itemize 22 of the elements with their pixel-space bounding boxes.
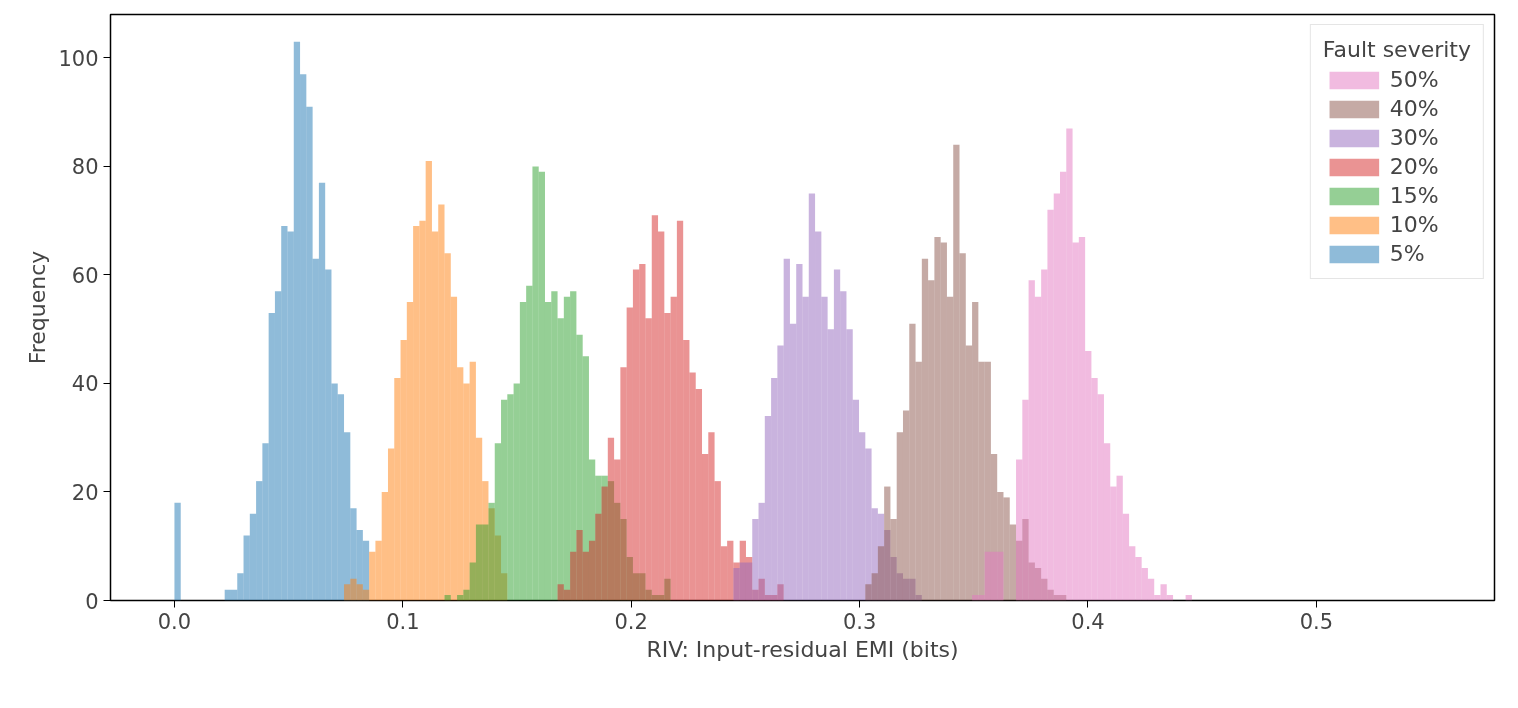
x-axis-title: RIV: Input-residual EMI (bits)	[646, 636, 959, 662]
y-axis-title: Frequency	[25, 250, 51, 365]
y-tick-label: 100	[58, 46, 99, 71]
y-tick-label: 60	[71, 263, 99, 288]
x-tick-label: 0.5	[1299, 609, 1334, 634]
y-tick-label: 0	[85, 589, 99, 614]
legend-label: 50%	[1389, 67, 1439, 92]
x-tick-label: 0.2	[614, 609, 648, 634]
legend-label: 10%	[1389, 212, 1439, 237]
legend-label: 30%	[1389, 125, 1439, 150]
y-tick-label: 80	[71, 155, 99, 180]
legend-label: 15%	[1389, 183, 1439, 208]
y-tick-label: 40	[71, 372, 99, 397]
x-tick-label: 0.0	[157, 609, 192, 634]
legend-label: 40%	[1389, 96, 1439, 121]
x-tick-label: 0.4	[1071, 609, 1105, 634]
legend-title: Fault severity	[1322, 37, 1471, 62]
x-tick-label: 0.3	[842, 609, 877, 634]
y-tick-label: 20	[71, 480, 99, 505]
legend-label: 20%	[1389, 154, 1439, 179]
x-tick-label: 0.1	[386, 609, 420, 634]
legend-label: 5%	[1389, 241, 1425, 266]
